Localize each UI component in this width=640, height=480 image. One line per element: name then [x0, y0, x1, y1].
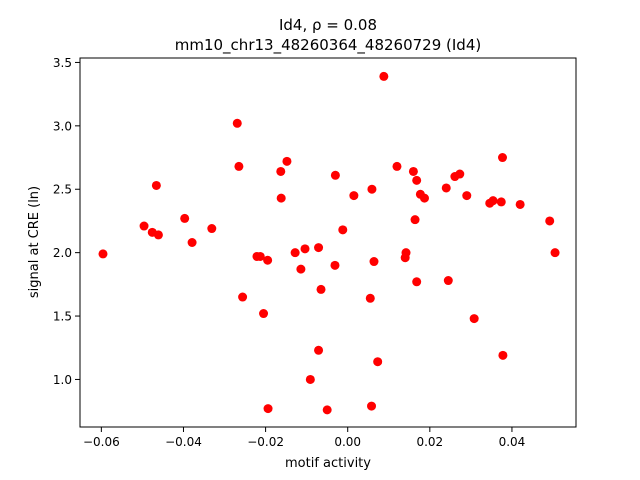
data-point — [498, 153, 507, 163]
data-point — [515, 199, 525, 209]
data-point — [338, 225, 348, 235]
y-axis-label: signal at CRE (ln) — [27, 186, 42, 298]
plot-area-frame — [79, 57, 577, 428]
y-tick-label: 3.5 — [53, 56, 72, 70]
chart-title-line1: Id4, ρ = 0.08 — [279, 16, 377, 34]
data-point — [305, 374, 315, 384]
data-point — [412, 277, 422, 287]
data-point — [153, 230, 163, 240]
data-point — [300, 244, 310, 254]
y-tick-label: 1.5 — [53, 310, 72, 324]
data-point — [419, 193, 429, 203]
data-point — [314, 243, 324, 253]
data-point — [330, 260, 340, 270]
data-point — [180, 213, 190, 223]
data-point — [408, 166, 418, 176]
data-point — [238, 292, 248, 302]
x-axis-label: motif activity — [285, 456, 371, 471]
data-point — [207, 224, 217, 234]
data-point — [232, 118, 242, 128]
data-point — [234, 161, 244, 171]
data-point — [367, 184, 377, 194]
data-point — [367, 401, 377, 411]
data-point — [412, 175, 422, 185]
data-point — [410, 215, 420, 225]
data-point — [314, 345, 324, 355]
data-point — [139, 221, 149, 231]
x-axis-ticks: −0.06 −0.04 −0.02 0.00 0.02 0.04 — [83, 427, 525, 449]
data-point — [276, 166, 286, 176]
data-point — [455, 169, 465, 179]
data-point — [369, 257, 379, 267]
data-point — [443, 276, 453, 286]
data-point — [462, 191, 472, 201]
data-point — [290, 248, 300, 258]
x-tick-label: −0.06 — [83, 435, 120, 449]
x-tick-label: 0.00 — [334, 435, 361, 449]
data-point — [282, 156, 292, 166]
x-tick-label: 0.04 — [499, 435, 526, 449]
data-point — [545, 216, 555, 226]
data-point — [187, 238, 197, 247]
x-tick-label: −0.04 — [165, 435, 202, 449]
y-tick-label: 2.0 — [53, 246, 72, 260]
data-point — [488, 196, 498, 206]
data-point — [379, 71, 389, 81]
data-point — [263, 404, 273, 414]
data-point — [316, 284, 326, 294]
data-point — [322, 405, 332, 415]
y-axis-ticks: 1.0 1.5 2.0 2.5 3.0 3.5 — [53, 56, 80, 387]
data-point — [259, 309, 269, 319]
data-point — [276, 193, 286, 203]
data-point — [255, 251, 265, 261]
y-tick-label: 3.0 — [53, 119, 72, 133]
x-tick-label: 0.02 — [416, 435, 443, 449]
data-point — [550, 248, 560, 258]
data-point — [441, 183, 451, 193]
chart-title-line2: mm10_chr13_48260364_48260729 (Id4) — [175, 36, 481, 55]
data-point — [469, 314, 479, 324]
data-point — [98, 249, 108, 259]
data-point — [349, 191, 359, 201]
data-point — [496, 197, 506, 207]
data-point — [401, 248, 411, 258]
data-point — [330, 170, 340, 180]
x-tick-label: −0.02 — [247, 435, 284, 449]
data-point — [263, 255, 273, 265]
data-point — [498, 350, 508, 360]
data-point — [296, 264, 306, 274]
y-tick-label: 1.0 — [53, 373, 72, 387]
data-points — [98, 71, 560, 415]
y-tick-label: 2.5 — [53, 183, 72, 197]
data-point — [151, 180, 161, 190]
data-point — [392, 161, 402, 171]
data-point — [373, 357, 383, 367]
data-point — [365, 293, 375, 303]
